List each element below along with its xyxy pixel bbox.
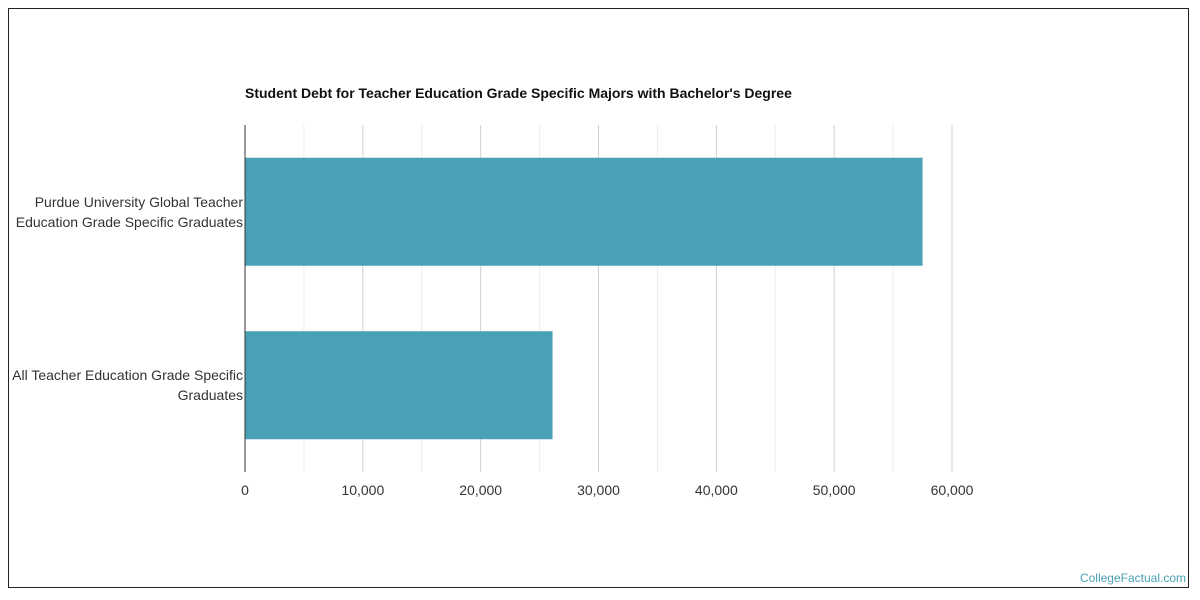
x-tick-label: 20,000: [459, 482, 502, 498]
category-label: Purdue University Global Teacher Educati…: [15, 193, 243, 230]
x-tick-label: 10,000: [341, 482, 384, 498]
bar-0: [245, 157, 923, 266]
x-tick-label: 60,000: [931, 482, 974, 498]
bar-1: [245, 331, 553, 440]
x-tick-label: 50,000: [813, 482, 856, 498]
x-tick-label: 30,000: [577, 482, 620, 498]
x-tick-labels: 0 10,000 20,000 30,000 40,000 50,000 60,000: [241, 482, 974, 498]
category-label: All Teacher Education Grade Specific Gra…: [12, 367, 243, 404]
chart-title: Student Debt for Teacher Education Grade…: [245, 85, 792, 101]
x-tick-label: 0: [241, 482, 249, 498]
watermark-link[interactable]: CollegeFactual.com: [1079, 571, 1186, 585]
x-tick-label: 40,000: [695, 482, 738, 498]
bars: [245, 157, 923, 440]
